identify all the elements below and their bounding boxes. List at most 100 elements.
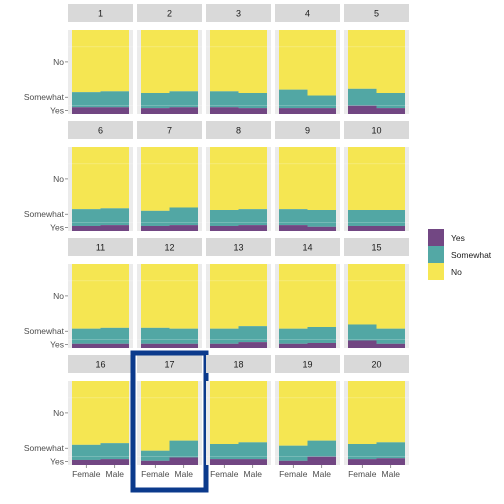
bar-segment-yes bbox=[72, 459, 101, 465]
bar-segment-somewhat bbox=[279, 445, 308, 461]
facet-strip bbox=[68, 4, 133, 22]
bar-segment-no bbox=[100, 147, 129, 209]
bar-segment-somewhat bbox=[279, 209, 308, 226]
x-tick-label: Male bbox=[175, 469, 194, 479]
bar-segment-yes bbox=[376, 458, 405, 465]
bar-segment-no bbox=[141, 147, 170, 211]
bar-segment-yes bbox=[307, 226, 336, 231]
legend-key-no bbox=[428, 263, 444, 280]
y-tick-label: Somewhat bbox=[24, 92, 65, 102]
bar-segment-yes bbox=[279, 343, 308, 348]
bar-segment-somewhat bbox=[141, 93, 170, 109]
bar-segment-somewhat bbox=[307, 210, 336, 227]
facet-strip-label: 13 bbox=[233, 243, 243, 253]
bar-segment-yes bbox=[348, 105, 377, 114]
bar-segment-yes bbox=[307, 456, 336, 465]
bar-segment-no bbox=[210, 381, 239, 444]
bar-segment-no bbox=[307, 381, 336, 441]
y-tick-label: Yes bbox=[50, 457, 64, 467]
bar-segment-somewhat bbox=[169, 91, 198, 108]
bar-segment-no bbox=[210, 264, 239, 329]
facet-strip bbox=[275, 4, 340, 22]
facet-strip-label: 14 bbox=[302, 243, 312, 253]
bar-segment-yes bbox=[348, 459, 377, 465]
facet-strip-label: 5 bbox=[374, 9, 379, 19]
bar-segment-yes bbox=[72, 107, 101, 114]
bar-segment-yes bbox=[100, 459, 129, 465]
facet-strip-label: 3 bbox=[236, 9, 241, 19]
y-tick-label: Somewhat bbox=[24, 443, 65, 453]
bar-segment-somewhat bbox=[210, 328, 239, 344]
bar-segment-somewhat bbox=[376, 328, 405, 344]
legend-label: Yes bbox=[451, 233, 465, 243]
bar-segment-yes bbox=[376, 108, 405, 114]
facet-strip bbox=[275, 355, 340, 373]
facet-strip bbox=[68, 355, 133, 373]
x-tick-label: Female bbox=[141, 469, 170, 479]
facet-strip-label: 18 bbox=[233, 360, 243, 370]
bar-segment-no bbox=[307, 30, 336, 96]
bar-segment-yes bbox=[210, 343, 239, 348]
bar-segment-yes bbox=[238, 108, 267, 114]
facet-strip-label: 6 bbox=[98, 126, 103, 136]
bar-segment-yes bbox=[141, 108, 170, 114]
bar-segment-somewhat bbox=[141, 210, 170, 226]
facet-strip bbox=[137, 238, 202, 256]
bar-segment-no bbox=[169, 30, 198, 92]
bar-segment-somewhat bbox=[100, 327, 129, 344]
legend-label: Somewhat bbox=[451, 250, 492, 260]
bar-segment-no bbox=[169, 147, 198, 208]
facet-strip bbox=[68, 238, 133, 256]
bar-segment-somewhat bbox=[100, 208, 129, 226]
bar-segment-no bbox=[348, 147, 377, 210]
facet-strip bbox=[275, 121, 340, 139]
facet-strip-label: 9 bbox=[305, 126, 310, 136]
bar-segment-somewhat bbox=[72, 444, 101, 460]
x-tick-label: Female bbox=[210, 469, 239, 479]
bar-segment-somewhat bbox=[210, 444, 239, 460]
facet-strip-label: 11 bbox=[96, 243, 105, 253]
bar-segment-somewhat bbox=[210, 91, 239, 108]
bar-segment-yes bbox=[141, 225, 170, 231]
bar-segment-yes bbox=[210, 107, 239, 114]
y-tick-label: Yes bbox=[50, 340, 64, 350]
x-tick-label: Female bbox=[348, 469, 377, 479]
y-tick-label: No bbox=[53, 174, 64, 184]
facet-strip-label: 19 bbox=[302, 360, 312, 370]
facet-strip bbox=[344, 238, 409, 256]
bar-segment-yes bbox=[210, 225, 239, 231]
bar-segment-no bbox=[210, 147, 239, 210]
bar-segment-somewhat bbox=[348, 88, 377, 106]
bar-segment-somewhat bbox=[72, 328, 101, 344]
bar-segment-yes bbox=[169, 343, 198, 348]
bar-segment-yes bbox=[376, 225, 405, 231]
bar-segment-no bbox=[141, 381, 170, 451]
y-tick-label: Somewhat bbox=[24, 209, 65, 219]
bar-segment-yes bbox=[72, 225, 101, 231]
bar-segment-yes bbox=[238, 459, 267, 465]
bar-segment-no bbox=[238, 147, 267, 210]
bar-segment-somewhat bbox=[238, 326, 267, 343]
facet-strip bbox=[206, 4, 271, 22]
facet-strip-label: 16 bbox=[95, 360, 105, 370]
legend-key-somewhat bbox=[428, 246, 444, 263]
facet-strip bbox=[206, 355, 271, 373]
facet-strip-label: 8 bbox=[236, 126, 241, 136]
facet-strip-label: 4 bbox=[305, 9, 310, 19]
facet-strip-label: 10 bbox=[371, 126, 381, 136]
bar-segment-somewhat bbox=[100, 443, 129, 460]
facet-strip-label: 12 bbox=[164, 243, 174, 253]
bar-segment-yes bbox=[141, 343, 170, 348]
bar-segment-yes bbox=[169, 457, 198, 465]
bar-segment-somewhat bbox=[376, 93, 405, 109]
bar-segment-somewhat bbox=[169, 440, 198, 458]
bar-segment-yes bbox=[141, 460, 170, 465]
legend-key-yes bbox=[428, 229, 444, 246]
bar-segment-somewhat bbox=[169, 328, 198, 344]
bar-segment-no bbox=[141, 30, 170, 93]
bar-segment-somewhat bbox=[238, 209, 267, 226]
bar-segment-yes bbox=[238, 342, 267, 348]
bar-segment-no bbox=[169, 381, 198, 441]
facet-strip bbox=[137, 121, 202, 139]
bar-segment-somewhat bbox=[238, 442, 267, 460]
